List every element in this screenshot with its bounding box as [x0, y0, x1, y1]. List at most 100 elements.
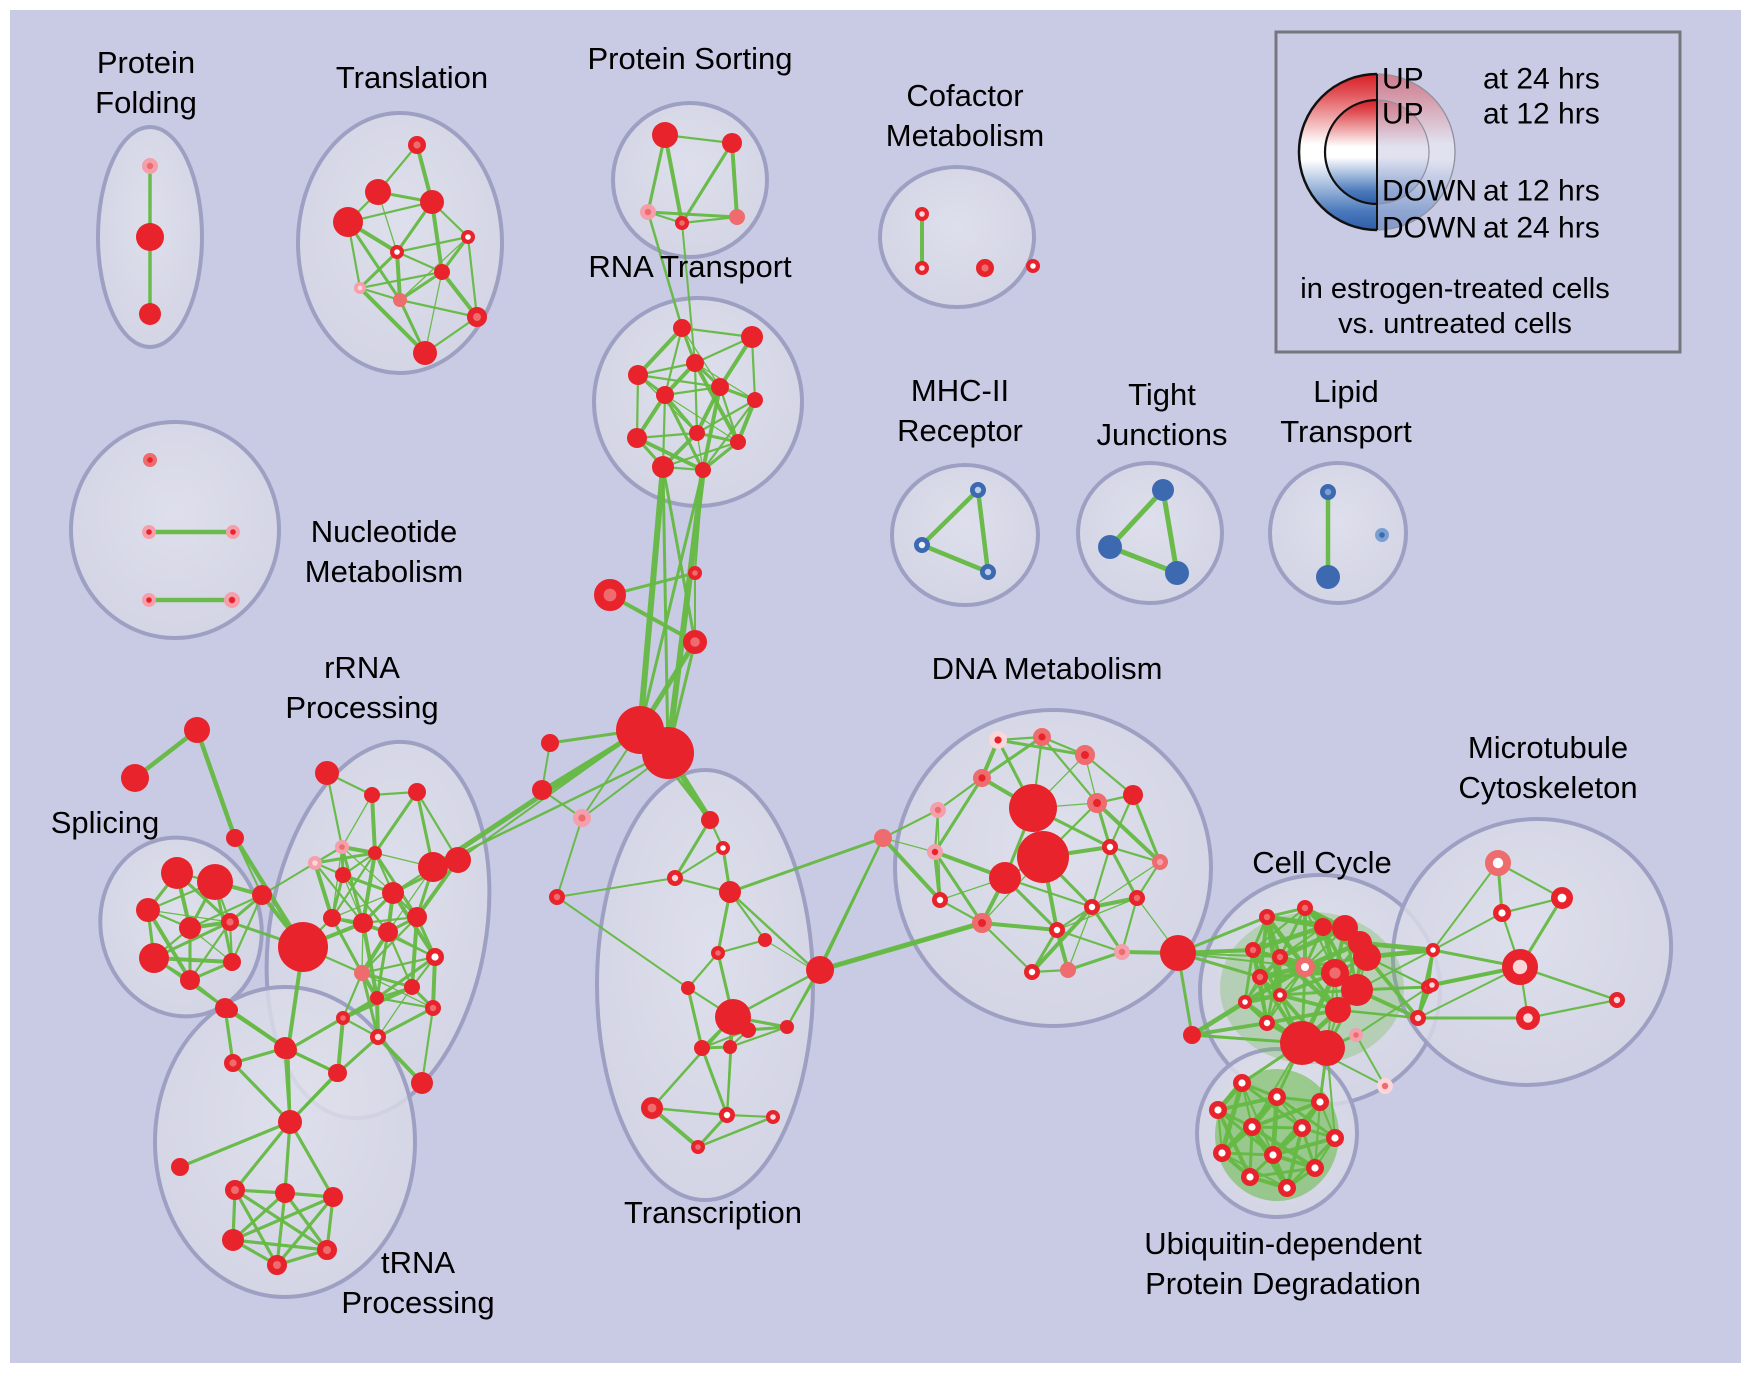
network-node: [252, 885, 272, 905]
network-edge: [233, 1120, 292, 1192]
network-node: [407, 907, 427, 927]
network-node: [1314, 918, 1332, 936]
network-node: [1320, 483, 1337, 500]
network-node: [593, 578, 626, 611]
network-node: [1332, 915, 1358, 941]
network-edge: [420, 1006, 435, 1085]
network-node: [719, 881, 741, 903]
network-edge: [231, 1191, 287, 1242]
cluster-label-rrna-processing: rRNA: [324, 650, 400, 685]
network-node: [730, 434, 746, 450]
network-node: [335, 839, 350, 854]
network-node: [393, 293, 407, 307]
network-edge: [1250, 924, 1326, 953]
network-node: [711, 378, 729, 396]
network-edge: [1285, 1126, 1304, 1190]
network-node: [1305, 1158, 1324, 1177]
network-edge: [1055, 928, 1124, 954]
legend-row-time: at 24 hrs: [1483, 212, 1600, 245]
network-edge: [665, 467, 706, 756]
network-node: [1325, 1128, 1344, 1147]
network-node: [914, 207, 929, 222]
legend-right-outer-arc: [1376, 73, 1456, 231]
network-node: [980, 564, 997, 581]
network-node: [972, 913, 992, 933]
network-node: [404, 979, 420, 995]
network-node: [1267, 1087, 1286, 1106]
network-edge: [288, 1120, 335, 1199]
network-edge: [395, 235, 470, 254]
network-edge: [664, 394, 739, 443]
network-node: [686, 354, 704, 372]
cluster-ellipse-translation: [296, 111, 504, 375]
network-edge: [663, 133, 684, 225]
network-node: [223, 1053, 242, 1072]
network-node: [408, 783, 426, 801]
network-node: [549, 889, 566, 906]
network-node: [353, 281, 366, 294]
network-edge: [1095, 801, 1162, 864]
network-node: [1208, 1100, 1227, 1119]
cluster-label-transcription: Transcription: [624, 1195, 802, 1230]
network-edge: [188, 920, 232, 982]
network-node: [1025, 259, 1040, 274]
network-node: [1165, 561, 1189, 585]
network-node: [1297, 900, 1314, 917]
network-node: [765, 1109, 780, 1124]
network-edge: [361, 851, 377, 925]
cluster-ellipse-tight-junctions: [1076, 461, 1224, 605]
network-node: [328, 1064, 346, 1082]
network-node: [143, 453, 158, 468]
cluster-label-ubiquitin-degradation: Protein Degradation: [1145, 1266, 1421, 1301]
network-node: [225, 1180, 245, 1200]
network-edge: [919, 542, 991, 575]
network-edge: [398, 270, 444, 302]
network-node: [333, 207, 363, 237]
network-edge: [1030, 905, 1094, 974]
network-edge: [375, 955, 437, 1000]
network-node: [161, 857, 193, 889]
network-edge: [728, 890, 819, 974]
network-edge: [1278, 906, 1307, 959]
network-edge: [696, 1115, 775, 1149]
network-edge: [1131, 793, 1162, 864]
network-edge: [1190, 1021, 1269, 1037]
network-edge: [700, 1046, 729, 1117]
network-node: [1485, 850, 1512, 877]
network-node: [930, 802, 947, 819]
network-node: [413, 341, 437, 365]
legend-caption: vs. untreated cells: [1338, 308, 1572, 340]
network-edge: [881, 808, 940, 840]
cluster-ellipse-protein-sorting: [611, 101, 769, 259]
legend-box: [1274, 30, 1682, 354]
network-edge: [680, 215, 739, 225]
cluster-label-translation: Translation: [336, 60, 488, 95]
network-node: [628, 365, 648, 385]
network-edge: [1108, 845, 1139, 900]
network-edge: [1108, 845, 1162, 864]
network-edge: [370, 793, 377, 855]
cluster-label-protein-sorting: Protein Sorting: [587, 41, 792, 76]
network-node: [370, 991, 384, 1005]
cluster-label-trna-processing: Processing: [341, 1285, 494, 1320]
network-edge: [358, 286, 427, 355]
network-edge: [646, 133, 667, 214]
network-edge: [233, 1188, 279, 1267]
network-edge: [430, 727, 643, 870]
network-edge: [415, 790, 460, 862]
network-edge: [358, 250, 399, 290]
cluster-label-lipid-transport: Transport: [1280, 414, 1412, 449]
network-node: [1242, 1117, 1261, 1136]
network-node: [989, 862, 1021, 894]
cluster-label-microtubule-cytoskeleton: Cytoskeleton: [1458, 770, 1637, 805]
network-edge: [673, 846, 725, 880]
cluster-label-tight-junctions: Junctions: [1097, 417, 1228, 452]
network-node: [378, 922, 398, 942]
network-edge: [1090, 845, 1112, 909]
network-edge: [819, 837, 884, 971]
network-node: [467, 307, 487, 327]
network-node: [275, 1183, 295, 1203]
network-edge: [377, 986, 413, 1038]
network-edge: [1090, 905, 1124, 954]
